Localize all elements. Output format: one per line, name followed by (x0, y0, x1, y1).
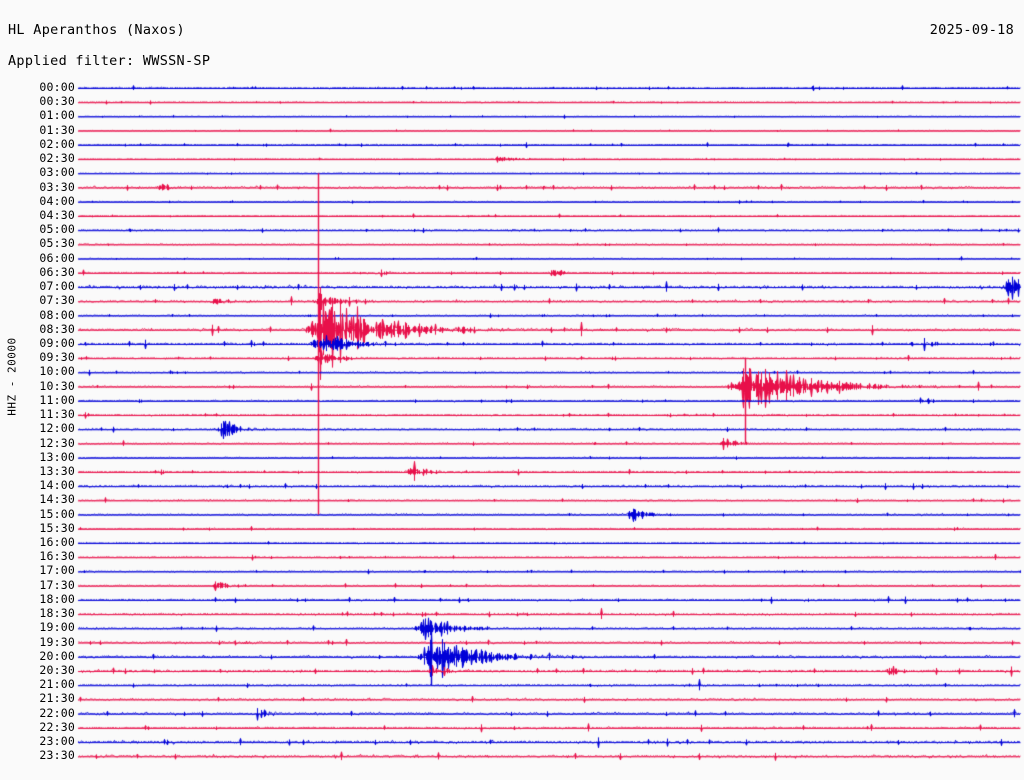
seismogram-traces (0, 78, 1024, 776)
record-date-label: 2025-09-18 (929, 22, 1014, 38)
helicorder-plot (0, 78, 1024, 776)
page-title: HL Aperanthos (Naxos) (8, 22, 185, 38)
applied-filter-label: Applied filter: WWSSN-SP (8, 53, 211, 69)
